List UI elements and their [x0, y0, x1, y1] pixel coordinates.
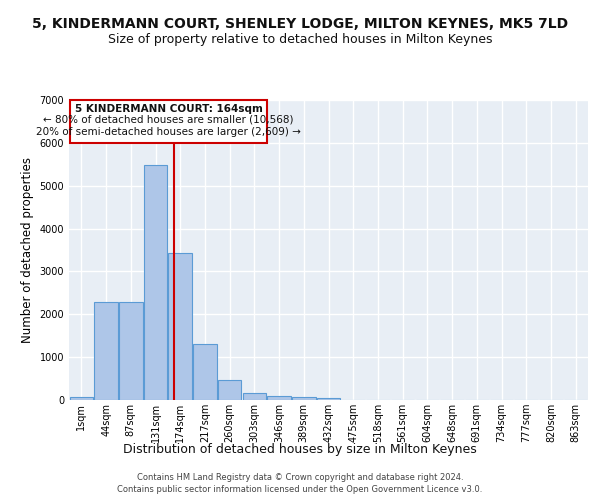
Bar: [292, 397, 316, 400]
Text: Distribution of detached houses by size in Milton Keynes: Distribution of detached houses by size …: [123, 442, 477, 456]
Bar: [268, 396, 291, 400]
Text: 20% of semi-detached houses are larger (2,609) →: 20% of semi-detached houses are larger (…: [36, 126, 301, 136]
Bar: [242, 394, 266, 400]
Bar: [317, 398, 340, 400]
Text: 5, KINDERMANN COURT, SHENLEY LODGE, MILTON KEYNES, MK5 7LD: 5, KINDERMANN COURT, SHENLEY LODGE, MILT…: [32, 18, 568, 32]
FancyBboxPatch shape: [70, 100, 267, 143]
Text: 5 KINDERMANN COURT: 164sqm: 5 KINDERMANN COURT: 164sqm: [74, 104, 262, 114]
Bar: [169, 253, 192, 400]
Bar: [193, 344, 217, 400]
Bar: [218, 380, 241, 400]
Text: Size of property relative to detached houses in Milton Keynes: Size of property relative to detached ho…: [108, 32, 492, 46]
Bar: [94, 302, 118, 400]
Text: ← 80% of detached houses are smaller (10,568): ← 80% of detached houses are smaller (10…: [43, 115, 294, 125]
Bar: [70, 397, 93, 400]
Bar: [144, 165, 167, 400]
Text: Contains HM Land Registry data © Crown copyright and database right 2024.: Contains HM Land Registry data © Crown c…: [137, 472, 463, 482]
Bar: [119, 302, 143, 400]
Text: Contains public sector information licensed under the Open Government Licence v3: Contains public sector information licen…: [118, 485, 482, 494]
Y-axis label: Number of detached properties: Number of detached properties: [21, 157, 34, 343]
